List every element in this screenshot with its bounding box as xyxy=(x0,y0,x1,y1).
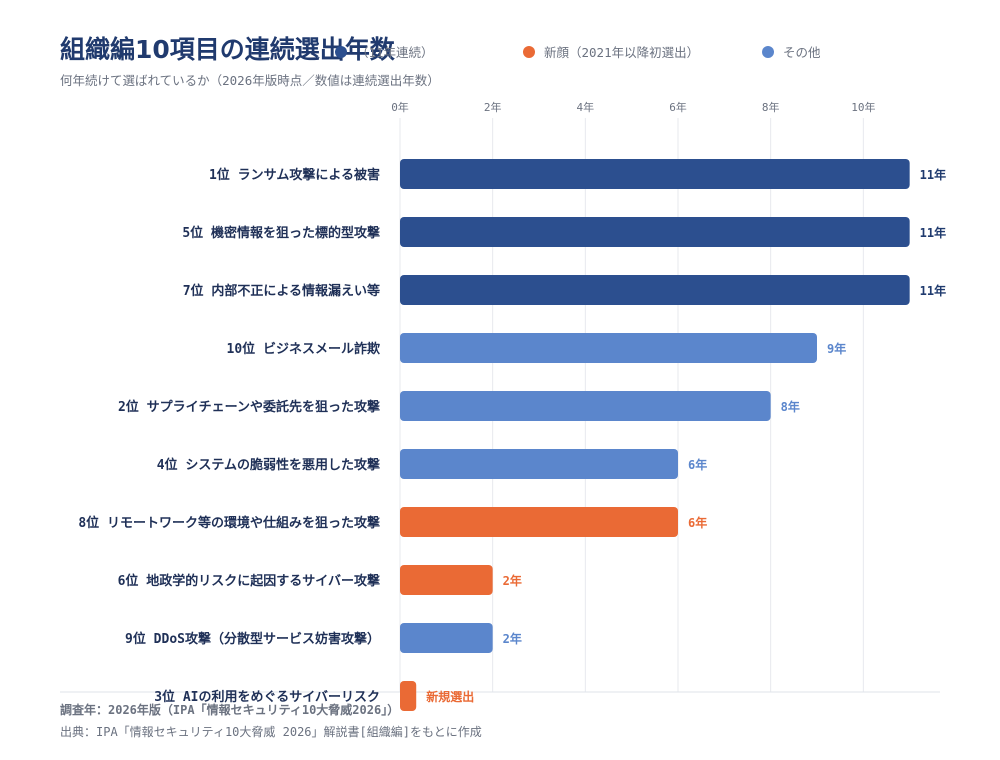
data-label: 6年 xyxy=(688,515,707,530)
data-label: 2年 xyxy=(503,631,522,646)
data-label: 9年 xyxy=(827,341,846,356)
legend-item-other: その他 xyxy=(762,42,821,61)
bar xyxy=(400,275,910,305)
category-label: 10位 ビジネスメール詐欺 xyxy=(227,341,380,357)
bar xyxy=(400,333,817,363)
x-tick-label: 0年 xyxy=(391,100,409,114)
legend-dot-new-icon xyxy=(523,45,535,58)
category-label: 7位 内部不正による情報漏えい等 xyxy=(183,283,380,299)
bar xyxy=(400,217,910,247)
category-label: 1位 ランサム攻撃による被害 xyxy=(209,167,380,183)
legend-dot-other-icon xyxy=(762,45,774,58)
x-tick-label: 2年 xyxy=(484,100,502,114)
footer-source: 出典：IPA「情報セキュリティ10大脅威 2026」解説書[組織編]をもとに作成 xyxy=(60,725,482,739)
category-label: 4位 システムの脆弱性を悪用した攻撃 xyxy=(157,457,380,473)
bar xyxy=(400,623,493,653)
x-tick-label: 8年 xyxy=(762,100,780,114)
bar xyxy=(400,507,678,537)
x-tick-label: 10年 xyxy=(851,100,875,114)
legend-label-streak: （11年連続） xyxy=(356,45,434,60)
bar xyxy=(400,159,910,189)
data-label: 新規選出 xyxy=(426,689,474,704)
data-label: 11年 xyxy=(920,283,946,298)
category-label: 3位 AIの利用をめぐるサイバーリスク xyxy=(154,689,380,705)
data-label: 8年 xyxy=(781,399,800,414)
data-label: 6年 xyxy=(688,457,707,472)
legend-item-new: 新顔（2021年以降初選出） xyxy=(523,42,699,61)
category-label: 8位 リモートワーク等の環境や仕組みを狙った攻撃 xyxy=(78,515,380,531)
category-label: 6位 地政学的リスクに起因するサイバー攻撃 xyxy=(118,573,380,589)
bar xyxy=(400,391,771,421)
legend-label-new: 新顔（2021年以降初選出） xyxy=(544,45,700,60)
legend-item-streak: （11年連続） xyxy=(335,42,434,61)
x-tick-label: 6年 xyxy=(669,100,687,114)
bar xyxy=(400,681,417,711)
bar xyxy=(400,565,493,595)
x-tick-label: 4年 xyxy=(577,100,595,114)
legend-dot-streak-icon xyxy=(335,45,347,58)
category-label: 2位 サプライチェーンや委託先を狙った攻撃 xyxy=(118,399,380,415)
bar xyxy=(400,449,678,479)
category-label: 9位 DDoS攻撃（分散型サービス妨害攻撃） xyxy=(125,631,380,647)
legend-label-other: その他 xyxy=(783,45,821,60)
category-label: 5位 機密情報を狙った標的型攻撃 xyxy=(182,225,380,241)
data-label: 11年 xyxy=(920,167,946,182)
footer-survey: 調査年：2026年版（IPA「情報セキュリティ10大脅威2026」） xyxy=(60,703,400,717)
data-label: 11年 xyxy=(920,225,946,240)
data-label: 2年 xyxy=(503,573,522,588)
chart-subtitle: 何年続けて選ばれているか（2026年版時点／数値は連続選出年数） xyxy=(60,73,440,88)
